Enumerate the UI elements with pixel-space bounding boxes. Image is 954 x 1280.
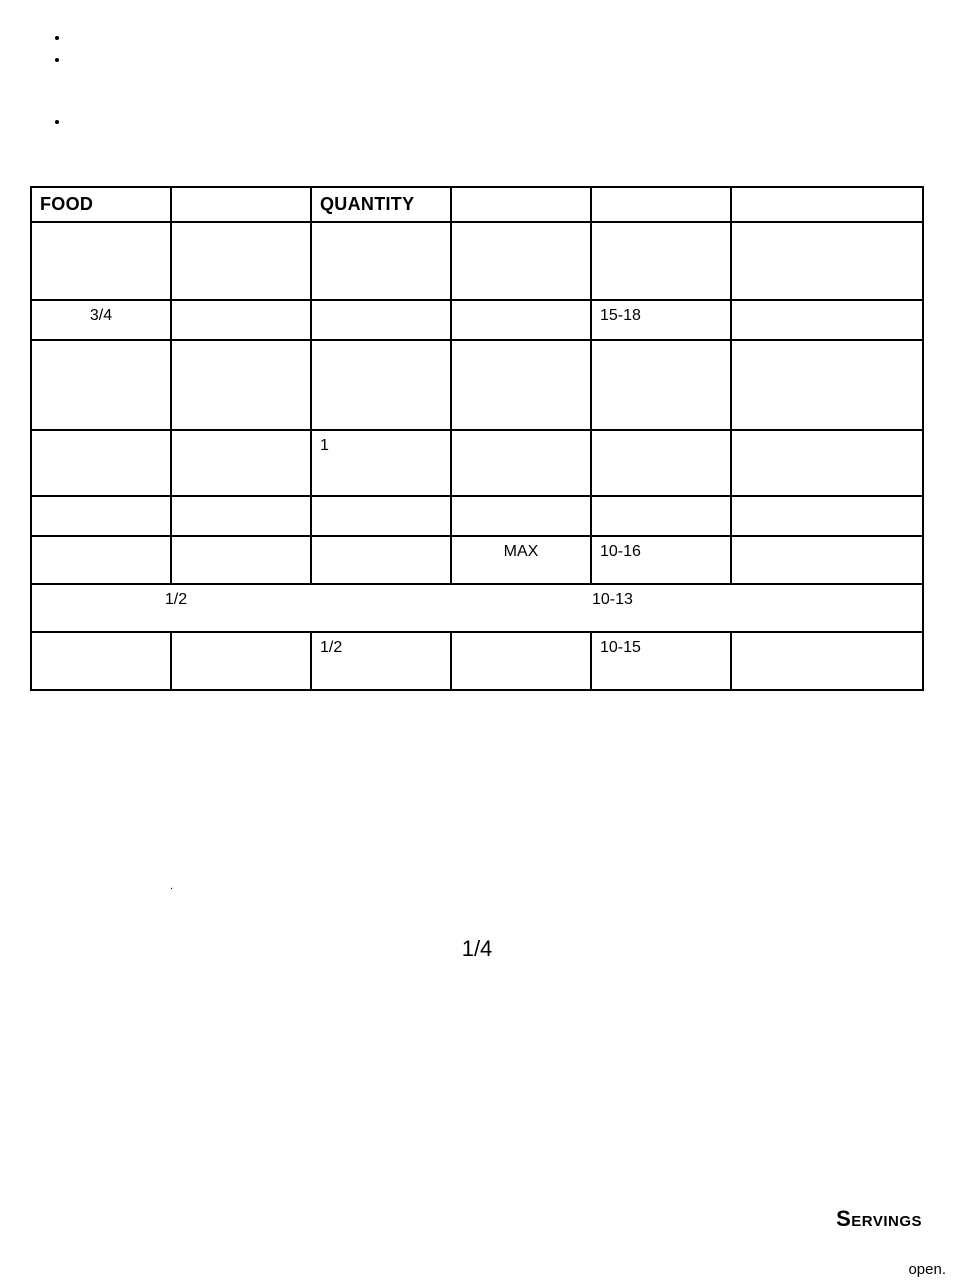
th-blank-2 — [451, 187, 591, 222]
servings-label: Servings — [836, 1206, 922, 1232]
cell-open: open. — [731, 536, 923, 584]
table-row — [31, 222, 923, 300]
table-header-row: FOOD QUANTITY — [31, 187, 923, 222]
bullet-item-1 — [70, 30, 924, 52]
bullet-item-2 — [70, 52, 924, 74]
food-table: FOOD QUANTITY 3/4 15-18 1 — [30, 186, 924, 691]
th-blank-1 — [171, 187, 311, 222]
th-blank-4 — [731, 187, 923, 222]
fraction-label: 1/4 — [30, 936, 924, 962]
table-row: 1/2 10-15 — [31, 632, 923, 690]
stray-mark: . — [170, 880, 173, 892]
th-quantity: QUANTITY — [311, 187, 451, 222]
table-row — [31, 340, 923, 430]
bullet-item-3 — [70, 114, 924, 136]
cell-max: MAX — [451, 536, 591, 584]
cell-time-10-15: 10-15 — [591, 632, 731, 690]
cell-time-10-13: 10-13 — [592, 591, 914, 609]
cell-qty-1: 1 — [311, 430, 451, 496]
table-row: 1 — [31, 430, 923, 496]
bullet-list — [70, 30, 924, 136]
th-food: FOOD — [31, 187, 171, 222]
table-row-merged: 1/2 10-13 — [31, 584, 923, 632]
cell-fraction-3-4: 3/4 — [31, 300, 171, 340]
cell-half-merged: 1/2 — [40, 591, 312, 609]
table-row — [31, 496, 923, 536]
cell-time-15-18: 15-18 — [591, 300, 731, 340]
cell-time-10-16: 10-16 — [591, 536, 731, 584]
table-row: MAX 10-16 open. — [31, 536, 923, 584]
th-blank-3 — [591, 187, 731, 222]
table-row: 3/4 15-18 — [31, 300, 923, 340]
cell-qty-half: 1/2 — [311, 632, 451, 690]
